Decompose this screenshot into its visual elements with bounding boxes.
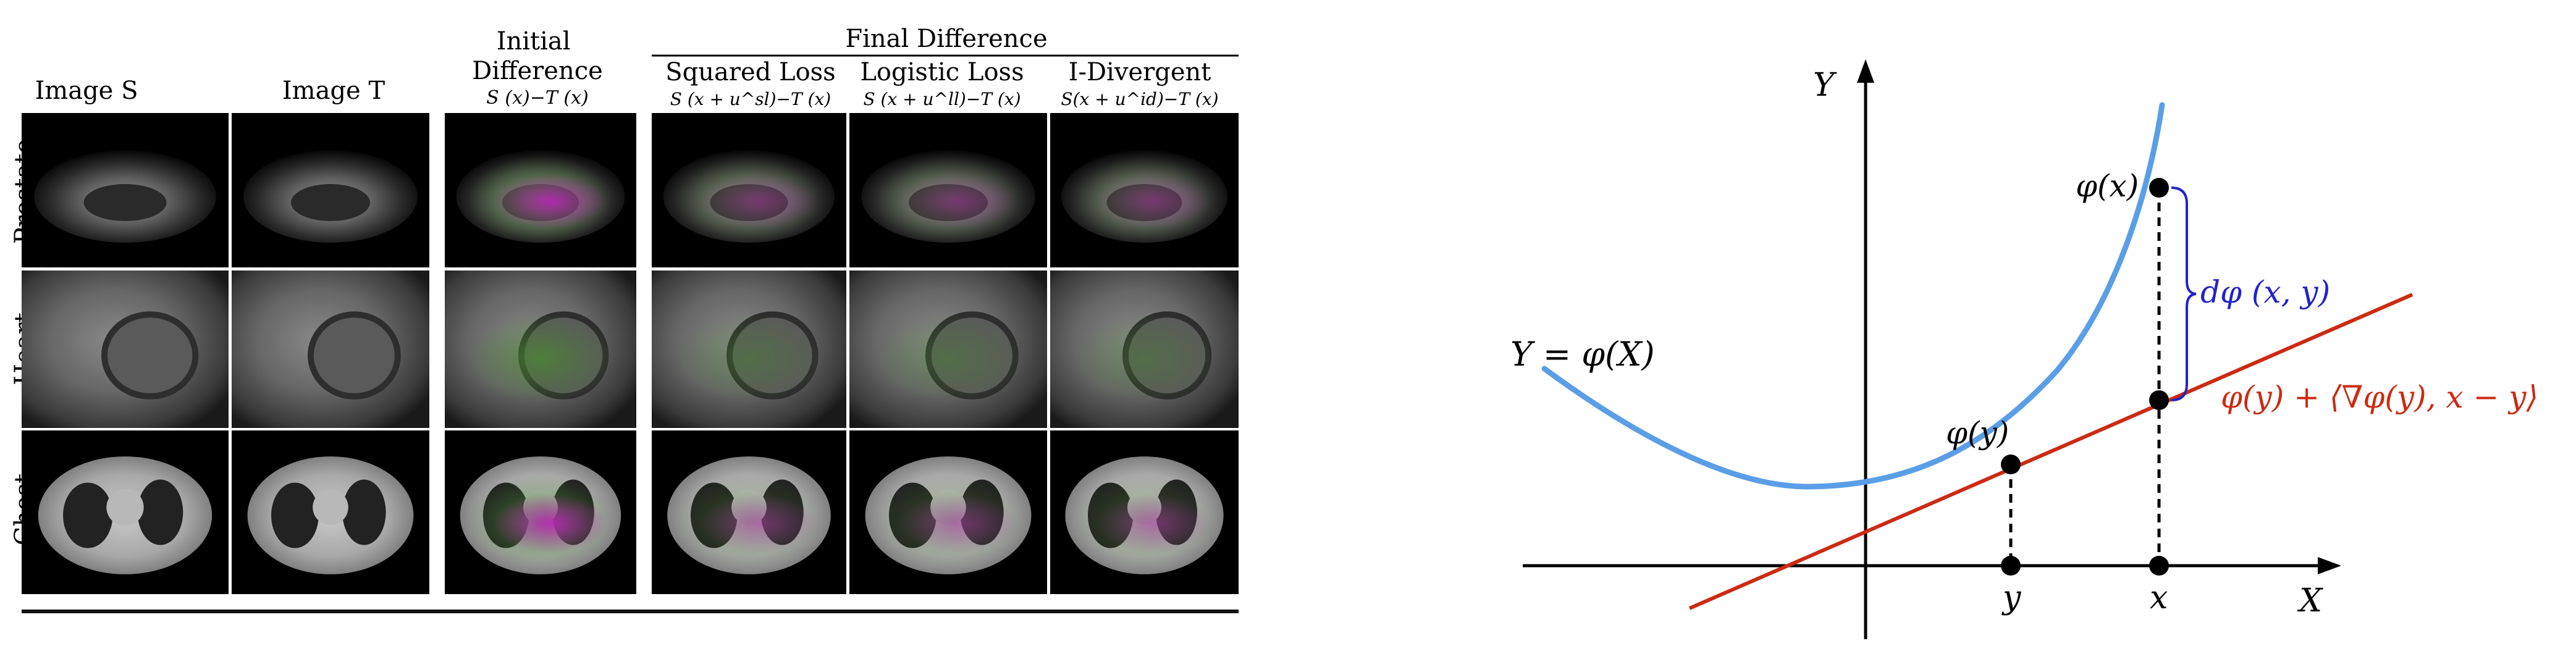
tick-label-y: y	[2001, 579, 2021, 616]
tangent-line	[1688, 293, 2414, 610]
point-phi-y	[2001, 455, 2021, 474]
image-cell-heart-2	[232, 270, 429, 428]
bregman-divergence-diagram: X Y Y = φ(X) φ(y) φ(x) y x dφ (x, y) φ(y…	[1510, 59, 2538, 639]
tick-label-x: x	[2150, 579, 2168, 616]
column-title-i-divergent: I-Divergent	[1069, 58, 1211, 86]
x-axis-arrowhead	[2318, 557, 2341, 574]
divergence-label: dφ (x, y)	[2200, 274, 2330, 310]
y-axis-arrowhead	[1857, 59, 1874, 83]
column-title-squared-loss: Squared Loss	[665, 58, 835, 86]
curve-label: Y = φ(X)	[1510, 335, 1655, 374]
point-x-on-axis	[2149, 556, 2169, 576]
image-cell-prostate-1	[22, 113, 229, 267]
image-cell-prostate-4	[652, 113, 846, 267]
image-cell-heart-6	[1050, 270, 1239, 428]
column-title-initial-difference: Initial Difference	[472, 27, 603, 85]
column-title-logistic-loss: Logistic Loss	[860, 58, 1024, 86]
y-axis-label: Y	[1813, 67, 1837, 104]
column-title-image-s: Image S	[35, 77, 138, 105]
column-formula-i-divergent: S(x + u^id)−T (x)	[1061, 89, 1218, 109]
image-cell-prostate-3	[445, 113, 636, 267]
image-cell-heart-4	[652, 270, 846, 428]
image-cell-chest-2	[232, 430, 429, 594]
x-axis-label: X	[2297, 582, 2323, 619]
point-y-on-axis	[2001, 556, 2021, 576]
image-cell-chest-3	[445, 430, 636, 594]
final-difference-header: Final Difference	[845, 25, 1047, 53]
registration-comparison-grid: Final Difference Image S Image T Initial…	[10, 25, 1239, 613]
divergence-brace	[2171, 187, 2197, 401]
point-phi-x	[2149, 178, 2169, 198]
tangent-label: φ(y) + ⟨∇φ(y), x − y⟩	[2221, 379, 2538, 415]
image-cell-prostate-2	[232, 113, 429, 267]
image-cell-chest-1	[22, 430, 229, 594]
point-phi-x-label: φ(x)	[2076, 168, 2139, 204]
column-title-image-t: Image T	[282, 77, 385, 105]
point-phi-y-label: φ(y)	[1946, 415, 2009, 451]
column-formula-initial-difference: S (x)−T (x)	[486, 87, 588, 109]
column-formula-logistic-loss: S (x + u^ll)−T (x)	[863, 89, 1021, 109]
image-cell-chest-6	[1050, 430, 1239, 594]
grid-bottom-strip	[22, 610, 1239, 613]
image-cell-chest-5	[849, 430, 1047, 594]
point-tangent-at-x	[2149, 390, 2169, 410]
image-cell-prostate-6	[1050, 113, 1239, 267]
convex-function-curve	[1541, 102, 2165, 490]
column-formula-squared-loss: S (x + u^sl)−T (x)	[670, 89, 831, 109]
image-cell-heart-1	[22, 270, 229, 428]
image-cell-chest-4	[652, 430, 846, 594]
image-cell-heart-3	[445, 270, 636, 428]
image-cell-prostate-5	[849, 113, 1047, 267]
image-cell-heart-5	[849, 270, 1047, 428]
image-cells	[22, 113, 1239, 613]
